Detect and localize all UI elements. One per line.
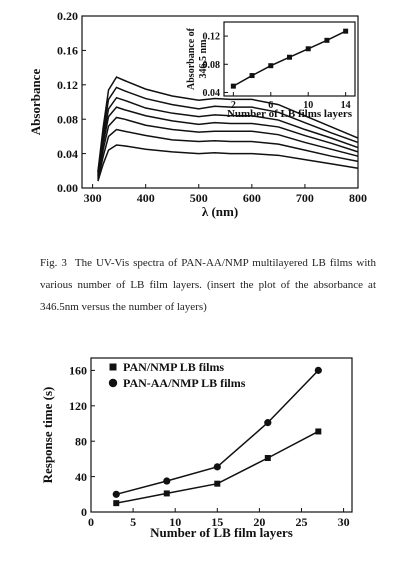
x-tick-label: 5 (130, 515, 136, 529)
y-tick-label: 0.00 (57, 181, 78, 195)
x-tick-label: 600 (243, 191, 261, 205)
marker (305, 46, 311, 52)
y-tick-label: 0.20 (57, 9, 78, 23)
axes-frame (90, 357, 353, 513)
legend-marker (108, 378, 118, 388)
legend-label: PAN-AA/NMP LB films (123, 376, 246, 390)
x-tick-label: 10 (303, 100, 313, 111)
marker (315, 428, 322, 435)
x-tick-label: 10 (169, 515, 181, 529)
series-line (97, 76, 359, 172)
y-axis-label: Response time (s) (40, 387, 55, 484)
caption-text: The UV-Vis spectra of PAN-AA/NMP multila… (40, 257, 376, 313)
x-tick-label: 500 (190, 191, 208, 205)
y-axis-label: 346.5 nm (198, 39, 209, 79)
series-line (97, 144, 359, 182)
y-tick-label: 0.12 (203, 32, 221, 43)
series-line (97, 96, 359, 175)
caption: Fig. 3 The UV-Vis spectra of PAN-AA/NMP m… (40, 252, 376, 318)
x-tick-label: 6 (268, 100, 273, 111)
x-axis-label: λ (nm) (202, 204, 238, 219)
y-tick-label: 0.12 (57, 78, 78, 92)
x-tick-label: 300 (84, 191, 102, 205)
y-tick-label: 120 (69, 399, 87, 413)
caption-label: Fig. 3 (40, 257, 67, 269)
marker (213, 463, 221, 471)
marker (163, 490, 170, 497)
x-tick-label: 700 (296, 191, 314, 205)
marker (112, 490, 120, 498)
y-tick-label: 0.08 (203, 60, 221, 71)
x-tick-label: 14 (341, 100, 351, 111)
marker (163, 477, 171, 485)
marker (113, 500, 120, 507)
y-tick-label: 0.16 (57, 44, 78, 58)
x-tick-label: 2 (231, 100, 236, 111)
x-tick-label: 0 (88, 515, 94, 529)
x-tick-label: 800 (349, 191, 367, 205)
axes-frame (223, 21, 356, 97)
y-tick-label: 0.08 (57, 112, 78, 126)
x-axis-label: Number of LB films layers (227, 108, 353, 120)
marker (343, 28, 349, 34)
marker (230, 83, 236, 89)
marker (249, 73, 255, 79)
y-axis-label: Absorbance of (186, 27, 197, 90)
marker (268, 63, 274, 69)
series-line (97, 128, 359, 180)
y-axis-label: Absorbance (28, 69, 43, 136)
marker (264, 455, 271, 462)
series-line (97, 106, 359, 177)
marker (324, 37, 330, 43)
x-tick-label: 400 (137, 191, 155, 205)
x-tick-label: 25 (295, 515, 307, 529)
y-tick-label: 40 (75, 470, 87, 484)
legend-label: PAN/NMP LB films (123, 360, 224, 374)
x-tick-label: 30 (338, 515, 350, 529)
y-tick-label: 0 (81, 505, 87, 519)
x-axis-label: Number of LB film layers (150, 525, 293, 540)
y-tick-label: 0.04 (57, 147, 78, 161)
marker (264, 419, 272, 427)
legend-marker (109, 363, 117, 371)
axes-frame (81, 15, 359, 189)
marker (287, 54, 292, 60)
series-line (97, 116, 359, 178)
marker (214, 480, 221, 487)
series-line (97, 86, 359, 173)
y-tick-label: 160 (69, 364, 87, 378)
x-tick-label: 15 (211, 515, 223, 529)
x-tick-label: 20 (253, 515, 265, 529)
y-tick-label: 80 (75, 434, 87, 448)
marker (314, 366, 322, 374)
y-tick-label: 0.04 (203, 88, 221, 99)
